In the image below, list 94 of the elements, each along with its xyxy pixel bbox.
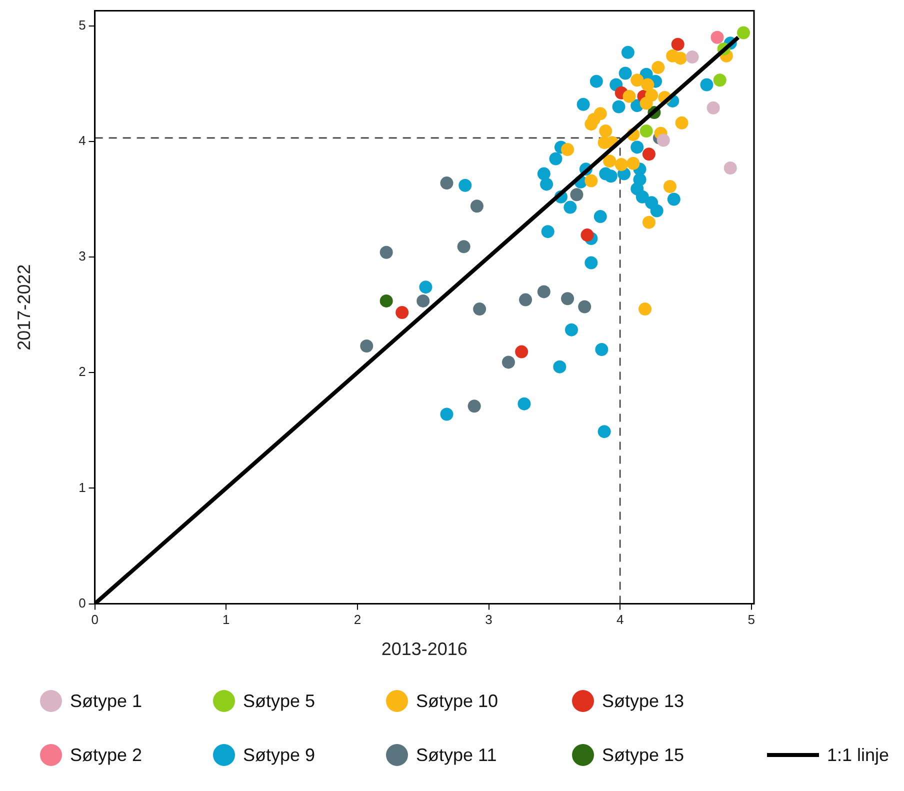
point — [590, 74, 603, 88]
point — [380, 294, 393, 308]
point — [618, 66, 632, 80]
x-axis-title: 2013-2016 — [381, 639, 468, 660]
legend-label: Søtype 1 — [70, 690, 142, 712]
point — [710, 30, 724, 44]
point — [570, 188, 584, 202]
point — [652, 60, 665, 74]
point — [584, 174, 598, 188]
point — [713, 74, 726, 87]
point — [578, 300, 592, 314]
y-tick-label: 5 — [78, 17, 86, 32]
point — [604, 170, 618, 183]
point — [584, 256, 598, 270]
point — [630, 74, 644, 87]
point — [724, 162, 737, 175]
point — [598, 425, 611, 438]
point — [612, 100, 626, 114]
y-tick-label: 3 — [78, 248, 86, 264]
point — [656, 134, 670, 147]
point — [576, 98, 590, 111]
legend-label: Søtype 9 — [243, 744, 316, 766]
point — [642, 216, 656, 229]
point — [473, 302, 486, 316]
x-tick-label: 2 — [354, 612, 362, 628]
point — [561, 292, 574, 306]
point — [642, 148, 656, 161]
point — [549, 152, 562, 166]
point — [380, 246, 393, 259]
point — [440, 408, 454, 421]
point — [663, 180, 676, 194]
y-tick-label: 1 — [78, 480, 86, 495]
point — [468, 400, 481, 413]
point — [595, 342, 608, 356]
point — [671, 38, 684, 51]
point — [458, 178, 472, 192]
point — [674, 52, 687, 65]
point — [360, 340, 374, 353]
x-tick-label: 5 — [748, 612, 755, 628]
point — [626, 156, 640, 170]
point — [470, 200, 484, 213]
point — [537, 167, 550, 180]
point — [603, 154, 616, 168]
point — [614, 158, 628, 172]
point — [580, 228, 594, 242]
point — [636, 190, 649, 204]
x-tick-label: 0 — [91, 612, 98, 628]
legend-label: Søtype 13 — [602, 690, 684, 712]
y-tick-label: 0 — [78, 595, 86, 610]
legend-label: Søtype 15 — [602, 744, 684, 766]
point — [519, 293, 532, 306]
point — [622, 90, 636, 103]
x-tick-label: 1 — [222, 612, 230, 628]
point — [553, 360, 566, 374]
legend-label: 1:1 linje — [827, 744, 890, 766]
point — [518, 397, 531, 410]
point — [396, 306, 409, 319]
point — [667, 192, 680, 206]
point — [564, 323, 578, 336]
point — [706, 101, 720, 114]
point — [541, 225, 554, 238]
point — [515, 345, 528, 358]
x-tick-label: 3 — [485, 612, 492, 628]
point — [537, 285, 550, 298]
y-tick-label: 4 — [78, 133, 86, 148]
point — [561, 143, 574, 156]
point — [419, 280, 432, 294]
y-axis-title: 2017-2022 — [14, 264, 34, 350]
point — [638, 302, 652, 316]
x-tick-label: 4 — [616, 612, 624, 628]
legend-label: Søtype 5 — [243, 690, 316, 712]
point — [641, 78, 654, 92]
point — [502, 356, 515, 369]
point — [599, 124, 612, 138]
point — [594, 210, 607, 224]
point — [675, 116, 688, 130]
legend-label: Søtype 11 — [416, 744, 497, 766]
point — [440, 176, 454, 190]
point — [584, 118, 598, 131]
point — [640, 124, 653, 138]
point — [650, 204, 664, 218]
point — [640, 96, 653, 110]
point — [564, 200, 577, 214]
point — [540, 178, 554, 191]
point — [621, 46, 634, 59]
legend-label: Søtype 2 — [70, 744, 142, 766]
point — [736, 26, 750, 40]
y-tick-label: 2 — [78, 364, 86, 380]
legend-label: Søtype 10 — [416, 690, 498, 712]
point — [686, 50, 699, 64]
point — [416, 294, 430, 308]
point — [457, 240, 470, 254]
point — [700, 78, 714, 92]
point — [630, 140, 644, 154]
